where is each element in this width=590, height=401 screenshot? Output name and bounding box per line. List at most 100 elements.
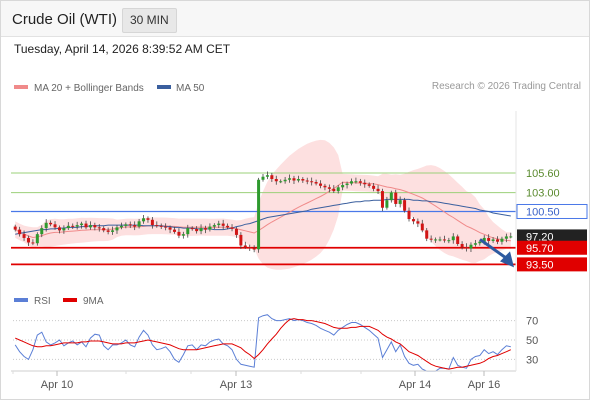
candle (66, 222, 70, 230)
candle (292, 175, 296, 184)
candle-body (416, 221, 420, 224)
candle (168, 225, 172, 234)
x-tick-label-3: Apr 16 (468, 379, 500, 391)
candle-body (296, 179, 300, 181)
candle (217, 220, 221, 229)
candle-body (451, 236, 455, 241)
candle-body (265, 175, 269, 177)
candle-body (22, 234, 26, 238)
candle (407, 207, 411, 222)
timeframe-button[interactable]: 30 MIN (122, 8, 177, 33)
candle (442, 235, 446, 243)
candle-body (292, 178, 296, 181)
candle (111, 226, 115, 235)
candle-body (403, 200, 407, 211)
candle (385, 196, 389, 210)
x-tick-label-1: Apr 13 (220, 379, 252, 391)
price-level-label-100.50: 100.50 (526, 206, 560, 218)
candle-body (319, 183, 323, 186)
candle (465, 243, 469, 252)
candle-body (106, 230, 110, 232)
candle (438, 236, 442, 242)
candle-body (358, 181, 362, 183)
candle-body (301, 179, 305, 181)
candle-body (137, 221, 141, 227)
candle-body (31, 242, 35, 244)
candle (150, 217, 154, 229)
candle-body (398, 200, 402, 204)
candle-body (310, 181, 314, 183)
candle-body (500, 238, 504, 242)
candle (239, 232, 243, 249)
candle-body (332, 188, 336, 192)
candle-body (239, 234, 243, 246)
candle-body (354, 181, 358, 183)
candle (97, 224, 101, 232)
candle-body (217, 223, 221, 226)
candle-body (208, 226, 212, 230)
source-credit: Research © 2026 Trading Central (431, 81, 581, 92)
candle-body (469, 244, 473, 249)
candle-body (447, 240, 451, 242)
candle (133, 221, 137, 231)
candle-body (44, 222, 48, 229)
candle (177, 228, 181, 239)
candle (84, 220, 88, 230)
candle-body (411, 219, 415, 222)
candle-body (195, 228, 199, 232)
candle (429, 235, 433, 243)
candle-body (181, 234, 185, 236)
candle (376, 185, 380, 195)
candle (288, 174, 292, 183)
candle-body (372, 185, 376, 189)
candle (301, 177, 305, 183)
legend-label-ma50: MA 50 (176, 83, 205, 94)
ma50-line (15, 198, 511, 235)
candle (420, 219, 424, 233)
candle (155, 221, 159, 228)
candle-body (203, 228, 207, 230)
moving-averages (14, 181, 511, 242)
candle (491, 237, 495, 243)
candle-body (496, 239, 500, 242)
candle (199, 224, 203, 235)
candle-body (460, 243, 464, 247)
legend-swatch-9ma (63, 298, 77, 302)
candle (425, 228, 429, 242)
legend-swatch-ma50 (157, 85, 171, 89)
rsi-9ma-line (15, 318, 512, 370)
candle (164, 223, 168, 231)
candle-body (102, 228, 106, 231)
candle-body (71, 225, 75, 227)
candle (102, 226, 106, 233)
candle-body (380, 191, 384, 208)
candle-body (75, 225, 79, 227)
candle-body (270, 175, 274, 179)
candle-body (93, 225, 97, 228)
candle (341, 181, 345, 191)
price-levels (11, 172, 516, 266)
candle-body (438, 239, 442, 241)
candle (186, 224, 190, 238)
candle-body (243, 245, 247, 247)
price-level-tag-100.50 (516, 203, 588, 219)
candle (332, 185, 336, 193)
candle (40, 225, 44, 238)
candle (195, 226, 199, 234)
candle (71, 223, 75, 230)
candle (451, 233, 455, 244)
candle (257, 177, 261, 253)
candle-body (57, 227, 61, 231)
candle (323, 183, 327, 191)
candle-body (429, 238, 433, 240)
candle (261, 173, 265, 182)
candle-body (261, 176, 265, 180)
candle-body (504, 236, 508, 239)
candle (26, 235, 30, 246)
candle (447, 237, 451, 244)
candle (119, 222, 123, 230)
candle-body (456, 236, 460, 244)
candle (146, 216, 150, 223)
